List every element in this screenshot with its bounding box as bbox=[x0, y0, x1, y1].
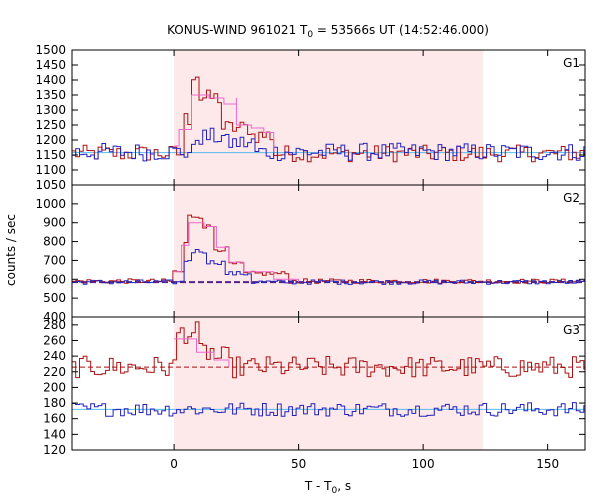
shaded-interval-G1 bbox=[174, 50, 483, 185]
y-tick-label-G1-2: 1150 bbox=[35, 148, 66, 162]
y-tick-label-G2-2: 600 bbox=[43, 272, 66, 286]
y-tick-label-G2-5: 900 bbox=[43, 216, 66, 230]
panel-frame-G3 bbox=[71, 316, 586, 451]
y-tick-label-G3-1: 140 bbox=[43, 427, 66, 441]
text-layer: KONUS-WIND 961021 T0 = 53566s UT (14:52:… bbox=[4, 23, 580, 496]
x-axis-label-rest: , s bbox=[337, 479, 351, 493]
y-tick-label-G3-4: 200 bbox=[43, 380, 66, 394]
chart-title-main: KONUS-WIND 961021 T bbox=[167, 23, 308, 37]
series-blue-G1 bbox=[72, 127, 585, 162]
y-tick-label-G1-0: 1050 bbox=[35, 178, 66, 192]
y-tick-label-G1-7: 1400 bbox=[35, 73, 66, 87]
y-tick-label-G3-8: 280 bbox=[43, 318, 66, 332]
y-tick-label-G3-0: 120 bbox=[43, 443, 66, 457]
x-tick-label-2: 100 bbox=[412, 457, 435, 471]
y-tick-label-G3-7: 260 bbox=[43, 333, 66, 347]
series-blue-G2 bbox=[72, 249, 585, 285]
x-tick-label-3: 150 bbox=[536, 457, 559, 471]
series-blue-G3 bbox=[72, 402, 585, 417]
y-tick-label-G1-3: 1200 bbox=[35, 133, 66, 147]
data-layer bbox=[72, 76, 585, 417]
panel-label-G1: G1 bbox=[563, 56, 580, 70]
chart-title-rest: = 53566s UT (14:52:46.000) bbox=[313, 23, 489, 37]
series-pink-G3 bbox=[174, 338, 230, 368]
y-tick-label-G1-1: 1100 bbox=[35, 163, 66, 177]
panel-label-G2: G2 bbox=[563, 191, 580, 205]
y-tick-label-G2-3: 700 bbox=[43, 253, 66, 267]
y-tick-label-G2-4: 800 bbox=[43, 235, 66, 249]
series-red-G3 bbox=[72, 321, 585, 379]
x-axis-label: T - T0, s bbox=[304, 479, 351, 496]
chart-title-subscript: 0 bbox=[307, 30, 313, 40]
series-pink-G2 bbox=[174, 222, 300, 283]
y-axis-label: counts / sec bbox=[4, 214, 18, 286]
y-tick-label-G1-9: 1500 bbox=[35, 43, 66, 57]
y-tick-label-G2-1: 500 bbox=[43, 291, 66, 305]
shaded-interval-G3 bbox=[174, 317, 483, 450]
frame-layer bbox=[71, 49, 586, 451]
y-tick-label-G1-5: 1300 bbox=[35, 103, 66, 117]
x-tick-label-0: 0 bbox=[170, 457, 178, 471]
x-axis-label-main: T - T bbox=[304, 479, 332, 493]
series-red-G1 bbox=[72, 76, 585, 163]
y-tick-label-G3-2: 160 bbox=[43, 412, 66, 426]
y-tick-label-G3-5: 220 bbox=[43, 365, 66, 379]
panel-label-G3: G3 bbox=[563, 323, 580, 337]
x-tick-label-1: 50 bbox=[291, 457, 306, 471]
y-tick-label-G2-6: 1000 bbox=[35, 197, 66, 211]
y-tick-label-G1-4: 1250 bbox=[35, 118, 66, 132]
y-tick-label-G1-6: 1350 bbox=[35, 88, 66, 102]
series-pink-G1 bbox=[174, 94, 275, 153]
y-tick-label-G3-3: 180 bbox=[43, 396, 66, 410]
chart-title: KONUS-WIND 961021 T0 = 53566s UT (14:52:… bbox=[167, 23, 489, 40]
y-tick-label-G1-8: 1450 bbox=[35, 58, 66, 72]
y-tick-label-G3-6: 240 bbox=[43, 349, 66, 363]
x-axis-label-subscript: 0 bbox=[332, 486, 338, 496]
y-tick-label-G2-0: 400 bbox=[43, 310, 66, 324]
shaded-interval-layer bbox=[174, 50, 483, 450]
